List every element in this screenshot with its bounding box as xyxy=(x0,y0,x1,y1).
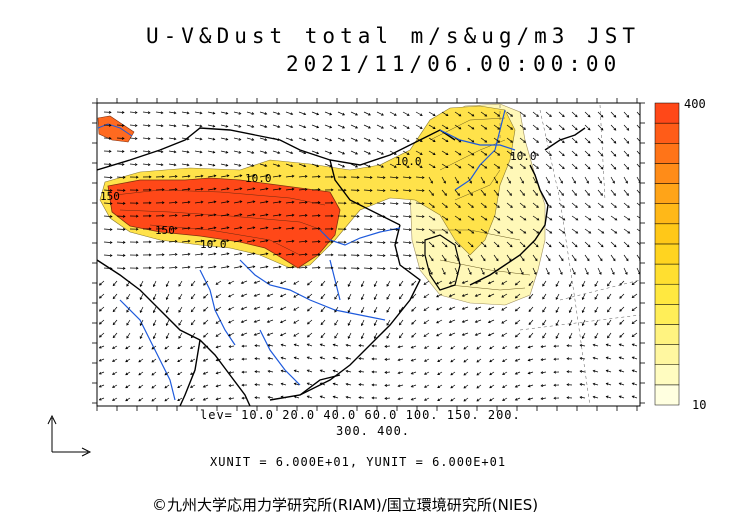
top-left-river xyxy=(97,123,133,137)
contour-label-group: 150 10.0 10.0 10.0 10.0 150 xyxy=(100,150,537,251)
contour-label: 10.0 xyxy=(510,150,537,163)
legend-swatch xyxy=(654,122,680,144)
color-legend xyxy=(654,102,680,406)
legend-swatch xyxy=(654,283,680,305)
contour-label: 10.0 xyxy=(245,172,272,185)
wind-vectors xyxy=(98,110,640,402)
axis-orientation-icon xyxy=(47,414,92,457)
legend-swatch xyxy=(654,183,680,204)
dust-hotspot xyxy=(97,115,135,143)
legend-swatch xyxy=(654,203,680,225)
contour-label: 10.0 xyxy=(200,238,227,251)
legend-swatch xyxy=(654,304,680,325)
legend-swatch xyxy=(654,324,680,345)
contour-lines-yellow xyxy=(429,117,531,291)
legend-swatch xyxy=(654,344,680,365)
contour-levels-line2: 300. 400. xyxy=(336,424,411,438)
legend-min-label: 10 xyxy=(692,398,707,412)
legend-swatch xyxy=(654,102,680,124)
legend-swatch xyxy=(654,384,680,406)
legend-max-label: 400 xyxy=(684,97,706,111)
legend-swatch xyxy=(654,243,680,265)
southeast-asia-coast xyxy=(179,339,341,406)
legend-swatch xyxy=(654,223,680,245)
contour-label: 150 xyxy=(155,224,175,237)
contour-label: 10.0 xyxy=(395,155,422,168)
contour-levels-line1: lev= 10.0 20.0 40.0 60.0 100. 150. 200. xyxy=(200,408,521,422)
contour-label: 150 xyxy=(100,190,120,203)
rivers xyxy=(119,109,516,401)
dust-region-high xyxy=(107,177,341,269)
legend-swatch xyxy=(654,163,680,184)
contour-lines xyxy=(114,189,326,256)
figure-timestamp: 2021/11/06.00:00:00 xyxy=(286,52,622,76)
legend-swatch xyxy=(654,263,680,285)
figure-title: U-V&Dust total m/s&ug/m3 JST xyxy=(146,24,641,48)
legend-swatch xyxy=(654,143,680,164)
japan-coast xyxy=(469,127,586,286)
legend-swatch xyxy=(654,364,680,386)
frame-ticks xyxy=(92,98,645,411)
copyright-credit: ©九州大学応用力学研究所(RIAM)/国立環境研究所(NIES) xyxy=(152,496,539,514)
unit-info: XUNIT = 6.000E+01, YUNIT = 6.000E+01 xyxy=(210,455,507,469)
korea-coast xyxy=(424,234,461,291)
map-layers xyxy=(97,103,640,406)
